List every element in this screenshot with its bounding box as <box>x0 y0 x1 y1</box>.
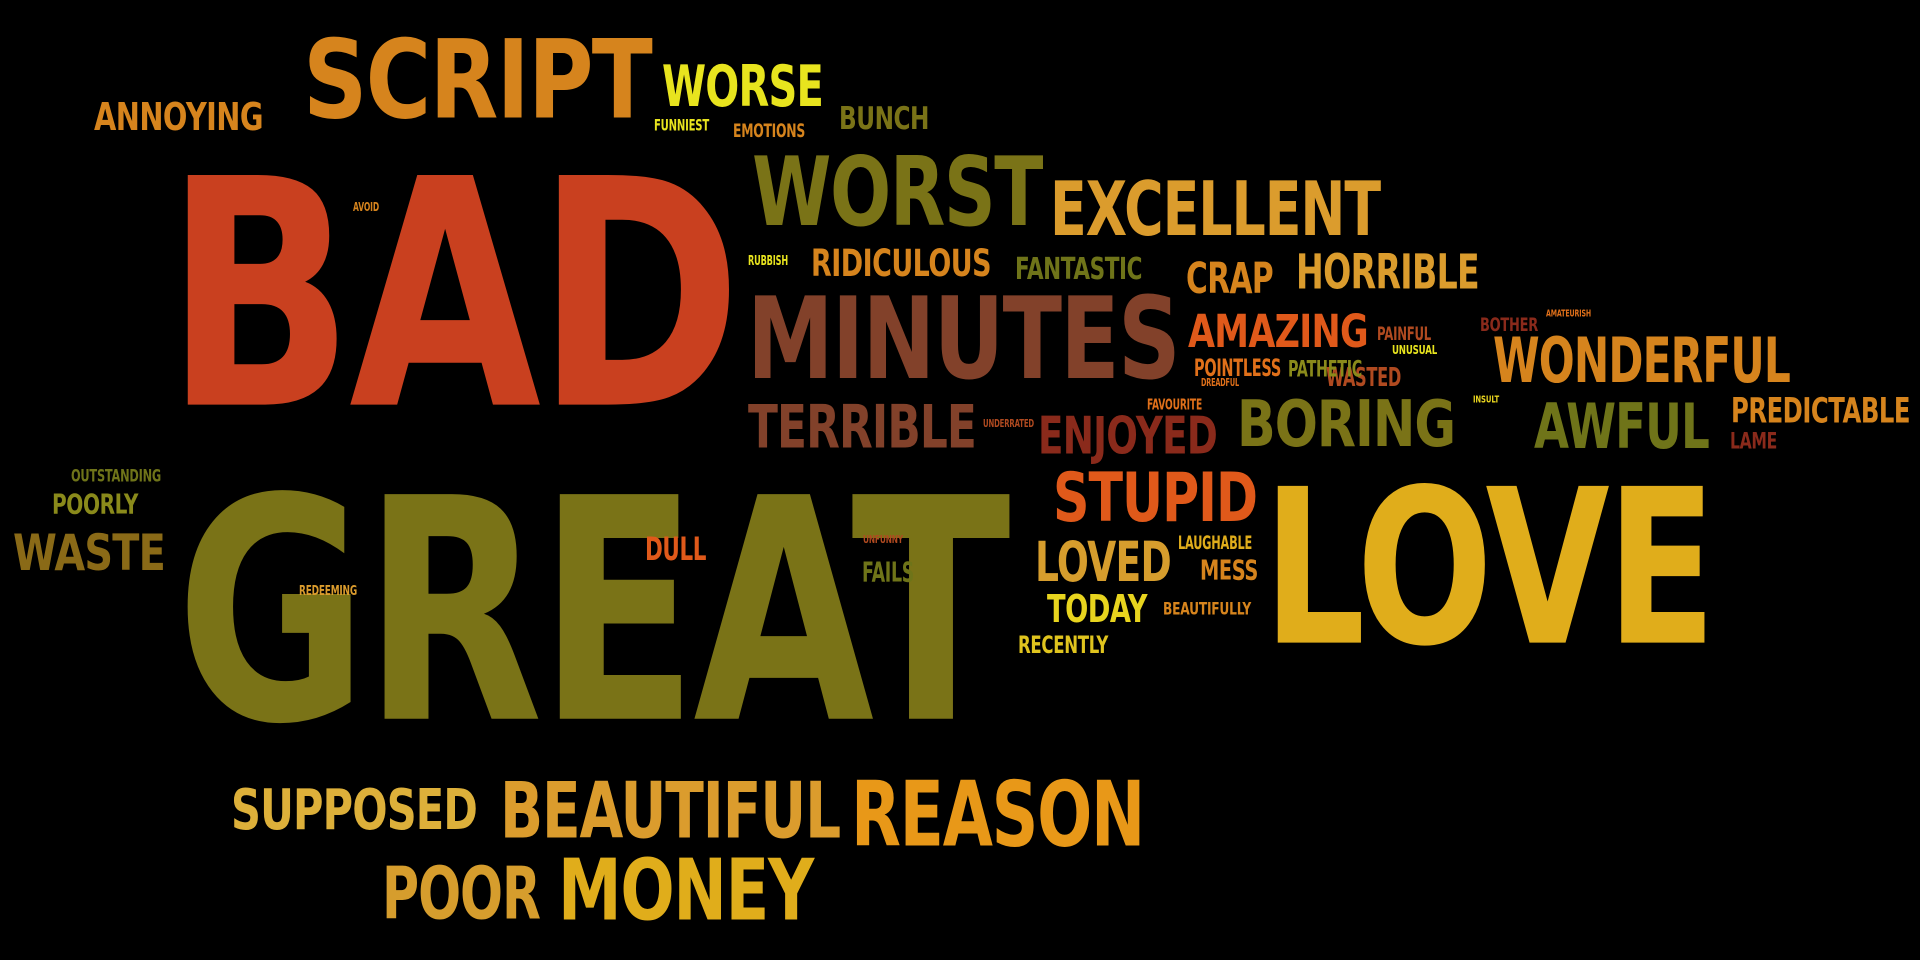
word-painful: PAINFUL <box>1377 322 1431 345</box>
word-avoid: AVOID <box>353 199 379 214</box>
word-money: MONEY <box>558 840 814 940</box>
word-enjoyed: ENJOYED <box>1038 405 1218 467</box>
word-bad: BAD <box>165 111 742 481</box>
word-fantastic: FANTASTIC <box>1015 251 1142 287</box>
word-poor: POOR <box>382 851 541 936</box>
word-script: SCRIPT <box>303 16 653 144</box>
word-crap: CRAP <box>1186 253 1274 304</box>
word-insult: INSULT <box>1473 393 1499 405</box>
word-waste: WASTE <box>13 523 166 582</box>
word-poorly: POORLY <box>52 487 138 521</box>
word-beautifully: BEAUTIFULLY <box>1163 598 1251 619</box>
word-dull: DULL <box>645 530 706 568</box>
word-funniest: FUNNIEST <box>654 115 709 135</box>
word-bunch: BUNCH <box>839 100 929 137</box>
word-outstanding: OUTSTANDING <box>71 465 161 486</box>
word-reason: REASON <box>851 761 1145 868</box>
word-pathetic: PATHETIC <box>1288 356 1362 382</box>
word-annoying: ANNOYING <box>94 94 264 140</box>
word-lame: LAME <box>1730 428 1777 454</box>
word-today: TODAY <box>1047 586 1148 632</box>
word-worst: WORST <box>752 136 1043 248</box>
word-boring: BORING <box>1237 386 1456 462</box>
word-amazing: AMAZING <box>1188 304 1369 358</box>
word-beautiful: BEAUTIFUL <box>500 764 841 857</box>
word-unusual: UNUSUAL <box>1392 342 1437 357</box>
word-recently: RECENTLY <box>1018 630 1108 659</box>
word-underrated: UNDERRATED <box>983 417 1034 430</box>
word-awful: AWFUL <box>1534 390 1710 463</box>
word-favourite: FAVOURITE <box>1147 395 1202 414</box>
word-bother: BOTHER <box>1480 313 1538 336</box>
word-worse: WORSE <box>662 52 824 120</box>
word-terrible: TERRIBLE <box>748 391 977 462</box>
word-laughable: LAUGHABLE <box>1178 531 1252 554</box>
word-supposed: SUPPOSED <box>231 776 478 843</box>
word-mess: MESS <box>1200 553 1258 587</box>
word-pointless: POINTLESS <box>1194 353 1281 382</box>
word-minutes: MINUTES <box>747 272 1181 406</box>
word-dreadful: DREADFUL <box>1201 376 1239 389</box>
word-fails: FAILS <box>862 555 914 589</box>
word-stupid: STUPID <box>1053 457 1258 538</box>
word-predictable: PREDICTABLE <box>1731 389 1910 431</box>
word-horrible: HORRIBLE <box>1296 243 1480 300</box>
word-excellent: EXCELLENT <box>1050 165 1381 253</box>
word-love: LOVE <box>1263 442 1716 695</box>
word-amateurish: AMATEURISH <box>1546 307 1591 319</box>
word-ridiculous: RIDICULOUS <box>811 241 992 285</box>
word-loved: LOVED <box>1035 530 1172 595</box>
word-great: GREAT <box>176 432 1011 793</box>
word-wasted: WASTED <box>1326 361 1401 393</box>
word-rubbish: RUBBISH <box>748 252 788 269</box>
word-redeeming: REDEEMING <box>299 582 357 599</box>
word-wonderful: WONDERFUL <box>1493 324 1791 397</box>
word-unfunny: UNFUNNY <box>863 533 903 546</box>
word-emotions: EMOTIONS <box>733 119 805 142</box>
